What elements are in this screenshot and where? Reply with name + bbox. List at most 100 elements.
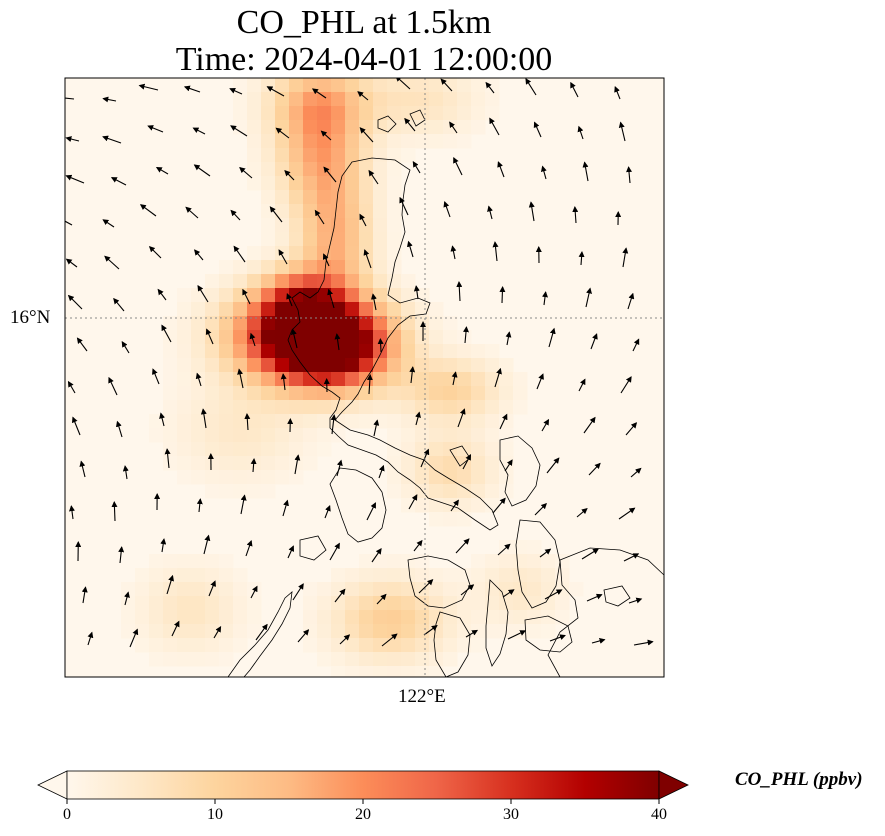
concentration-cell [485, 106, 500, 121]
concentration-cell [429, 316, 444, 331]
concentration-cell [373, 638, 388, 653]
concentration-cell [331, 428, 346, 443]
concentration-cell [205, 470, 220, 485]
wind-arrow [237, 368, 244, 389]
concentration-cell [471, 456, 486, 471]
concentration-cell [135, 568, 150, 583]
concentration-cell [401, 638, 416, 653]
concentration-cell [261, 120, 276, 135]
wind-arrow [404, 117, 416, 132]
concentration-cell [317, 358, 332, 373]
concentration-cell [303, 176, 318, 191]
concentration-cell [457, 330, 472, 345]
concentration-cell [247, 274, 262, 289]
concentration-cell [317, 106, 332, 121]
concentration-cell [205, 344, 220, 359]
wind-arrow [525, 78, 537, 96]
wind-arrow [585, 287, 592, 308]
concentration-cell [429, 498, 444, 513]
concentration-cell [359, 554, 374, 569]
wind-arrow [492, 497, 506, 514]
concentration-cell [261, 302, 276, 317]
concentration-cell [499, 358, 514, 373]
colorbar-extend-low [37, 770, 68, 800]
concentration-cell [317, 218, 332, 233]
concentration-cell [499, 568, 514, 583]
concentration-cell [219, 344, 234, 359]
concentration-cell [219, 330, 234, 345]
concentration-cell [163, 344, 178, 359]
concentration-cell [303, 330, 318, 345]
concentration-cell [275, 428, 290, 443]
concentration-cell [443, 456, 458, 471]
concentration-cell [345, 92, 360, 107]
concentration-cell [401, 624, 416, 639]
wind-arrow [440, 78, 453, 92]
concentration-cell [541, 554, 556, 569]
concentration-cell [331, 400, 346, 415]
concentration-cell [303, 442, 318, 457]
concentration-cell [415, 568, 430, 583]
concentration-cell [443, 134, 458, 149]
concentration-cell [317, 302, 332, 317]
concentration-cell [275, 442, 290, 457]
concentration-cell [387, 232, 402, 247]
concentration-cell [205, 274, 220, 289]
concentration-cell [401, 484, 416, 499]
concentration-cell [345, 288, 360, 303]
concentration-cell [401, 386, 416, 401]
coastline-luzon [287, 157, 499, 531]
wind-arrow [68, 505, 75, 520]
concentration-cell [387, 386, 402, 401]
wind-arrow [102, 135, 122, 144]
concentration-cell [163, 428, 178, 443]
concentration-cell [429, 470, 444, 485]
concentration-cell [471, 106, 486, 121]
wind-arrow [67, 294, 83, 310]
wind-arrow [65, 97, 75, 100]
wind-arrow [455, 538, 470, 554]
wind-arrow [376, 593, 387, 605]
concentration-cell [527, 582, 542, 597]
concentration-cell [135, 610, 150, 625]
wind-arrow [413, 539, 423, 552]
concentration-cell [233, 442, 248, 457]
concentration-cell [289, 120, 304, 135]
concentration-cell [485, 414, 500, 429]
wind-arrow [381, 633, 398, 647]
concentration-cell [457, 400, 472, 415]
concentration-cell [401, 134, 416, 149]
concentration-cell [289, 442, 304, 457]
concentration-cell [163, 400, 178, 415]
concentration-cell [513, 554, 528, 569]
concentration-cell [219, 302, 234, 317]
wind-arrow [118, 546, 125, 564]
wind-arrow [102, 219, 115, 228]
concentration-cell [331, 610, 346, 625]
map-title-line1: CO_PHL at 1.5km [236, 4, 492, 41]
concentration-cell [317, 330, 332, 345]
concentration-cell [289, 148, 304, 163]
concentration-cell [373, 652, 388, 667]
concentration-cell [359, 106, 374, 121]
concentration-cell [303, 372, 318, 387]
concentration-cell [205, 316, 220, 331]
concentration-cell [373, 218, 388, 233]
concentration-cell [163, 596, 178, 611]
concentration-cell [429, 638, 444, 653]
concentration-cell [527, 540, 542, 555]
concentration-cell [219, 610, 234, 625]
concentration-cell [401, 330, 416, 345]
concentration-cell [205, 386, 220, 401]
wind-arrow [229, 88, 243, 95]
concentration-cell [289, 218, 304, 233]
wind-arrow [463, 326, 469, 344]
concentration-cell [471, 428, 486, 443]
wind-arrow [314, 209, 325, 225]
concentration-cell [345, 274, 360, 289]
wind-arrow [359, 213, 367, 227]
concentration-cell [387, 204, 402, 219]
concentration-cell [303, 400, 318, 415]
concentration-cell [373, 162, 388, 177]
concentration-cell [317, 260, 332, 275]
